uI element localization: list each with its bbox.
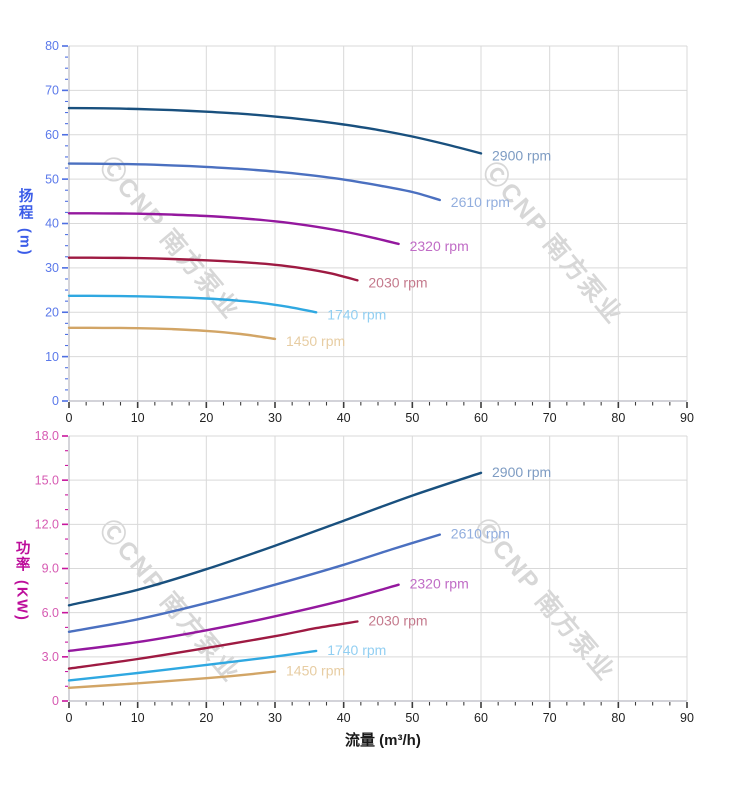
head-y-axis-unit: (m) [16, 228, 33, 257]
power-y-axis-title-text: 功率 [13, 540, 30, 573]
y-tick-label: 12.0 [35, 518, 59, 532]
head-y-axis-title-text: 扬程 [16, 188, 33, 221]
y-tick-label: 80 [45, 39, 59, 53]
y-tick-label: 10 [45, 350, 59, 364]
curve-2900-rpm [67, 471, 483, 607]
curve-label-2030-rpm: 2030 rpm [368, 274, 427, 290]
y-tick-label: 15.0 [35, 473, 59, 487]
curve-2900-rpm [67, 106, 483, 155]
curve-2610-rpm [67, 533, 441, 633]
x-tick-label: 90 [680, 711, 694, 725]
curve-label-2610-rpm: 2610 rpm [451, 526, 510, 542]
curve-1450-rpm [67, 670, 277, 689]
power-y-axis-unit: (KW) [13, 580, 30, 622]
curve-label-1740-rpm: 1740 rpm [327, 306, 386, 322]
x-tick-label: 90 [680, 411, 694, 425]
y-tick-label: 30 [45, 261, 59, 275]
x-tick-label: 10 [131, 411, 145, 425]
y-tick-label: 0 [52, 694, 59, 708]
x-tick-label: 60 [474, 411, 488, 425]
y-tick-label: 0 [52, 394, 59, 408]
x-tick-label: 30 [268, 711, 282, 725]
curve-label-2320-rpm: 2320 rpm [410, 238, 469, 254]
y-tick-label: 40 [45, 217, 59, 231]
x-tick-label: 70 [543, 411, 557, 425]
x-tick-label: 40 [337, 411, 351, 425]
curve-2030-rpm [67, 256, 359, 282]
x-tick-label: 0 [66, 711, 73, 725]
x-tick-label: 80 [611, 411, 625, 425]
y-tick-label: 3.0 [42, 650, 59, 664]
y-tick-label: 9.0 [42, 562, 59, 576]
x-tick-label: 50 [405, 411, 419, 425]
head-y-axis-title: 扬程 (m) [16, 188, 33, 257]
y-tick-label: 60 [45, 128, 59, 142]
x-tick-label: 20 [199, 411, 213, 425]
curve-1740-rpm [67, 294, 318, 314]
x-tick-label: 20 [199, 711, 213, 725]
curve-label-2610-rpm: 2610 rpm [451, 194, 510, 210]
curve-1740-rpm [67, 649, 318, 682]
x-tick-label: 70 [543, 711, 557, 725]
y-tick-label: 50 [45, 172, 59, 186]
curve-label-2030-rpm: 2030 rpm [368, 613, 427, 629]
curve-label-1740-rpm: 1740 rpm [327, 642, 386, 658]
curve-label-1450-rpm: 1450 rpm [286, 663, 345, 679]
x-tick-label: 0 [66, 411, 73, 425]
curve-label-2320-rpm: 2320 rpm [410, 576, 469, 592]
x-tick-label: 80 [611, 711, 625, 725]
x-tick-label: 10 [131, 711, 145, 725]
curve-1450-rpm [67, 326, 277, 341]
head-chart: 0 10 20 30 40 50 60 70 80 0 10 20 30 40 50 60 70 80 90 2900… [45, 39, 694, 425]
curve-2610-rpm [67, 162, 441, 202]
x-tick-label: 30 [268, 411, 282, 425]
y-tick-label: 70 [45, 84, 59, 98]
curve-label-2900-rpm: 2900 rpm [492, 147, 551, 163]
x-tick-label: 60 [474, 711, 488, 725]
power-y-axis-title: 功率 (KW) [13, 540, 30, 622]
y-tick-label: 20 [45, 305, 59, 319]
y-tick-label: 6.0 [42, 606, 59, 620]
power-chart: 0 3.0 6.0 9.0 12.0 15.0 18.0 0 10 20 30 40 50 60 70 80 9… [35, 429, 694, 725]
curve-2320-rpm [67, 212, 400, 246]
curve-label-2900-rpm: 2900 rpm [492, 464, 551, 480]
x-tick-label: 50 [405, 711, 419, 725]
x-axis-title: 流量 (m³/h) [345, 732, 421, 749]
x-tick-label: 40 [337, 711, 351, 725]
curve-2320-rpm [67, 583, 400, 653]
y-tick-label: 18.0 [35, 429, 59, 443]
curve-2030-rpm [67, 620, 359, 670]
curve-label-1450-rpm: 1450 rpm [286, 333, 345, 349]
